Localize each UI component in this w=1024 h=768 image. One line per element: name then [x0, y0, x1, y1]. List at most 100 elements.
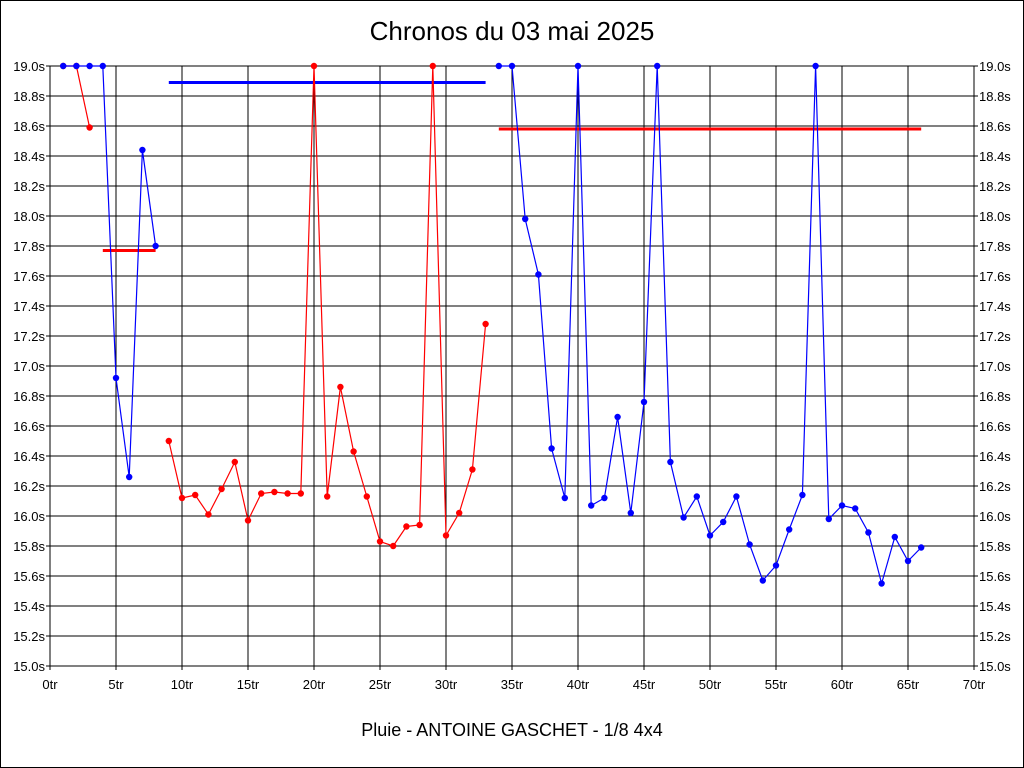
y-tick-label-right: 15.6s — [979, 569, 1011, 584]
data-point — [350, 448, 357, 455]
data-point — [99, 62, 107, 70]
x-tick-label: 45tr — [633, 677, 656, 692]
data-point — [258, 490, 265, 497]
y-tick-label-left: 15.4s — [13, 599, 45, 614]
y-tick-label-left: 18.6s — [13, 119, 45, 134]
data-point — [601, 494, 608, 502]
y-tick-label-left: 16.4s — [13, 449, 45, 464]
y-tick-label-right: 17.8s — [979, 239, 1011, 254]
chart-grid — [46, 65, 978, 670]
data-point — [112, 374, 120, 382]
data-point — [86, 124, 93, 131]
data-point — [152, 242, 159, 250]
x-tick-label: 50tr — [699, 677, 722, 692]
x-tick-label: 25tr — [369, 677, 392, 692]
y-tick-label-left: 17.0s — [13, 359, 45, 374]
data-point — [495, 62, 502, 70]
y-tick-label-left: 19.0s — [13, 59, 45, 74]
data-point — [231, 458, 238, 466]
x-tick-label: 35tr — [501, 677, 524, 692]
y-tick-label-left: 18.2s — [13, 179, 45, 194]
data-point — [403, 523, 410, 530]
y-tick-label-right: 15.2s — [979, 629, 1011, 644]
data-point — [825, 515, 832, 523]
y-tick-label-left: 17.6s — [13, 269, 45, 284]
data-point — [878, 580, 885, 587]
data-point — [720, 518, 727, 526]
data-point — [799, 491, 806, 499]
y-tick-label-right: 15.8s — [979, 539, 1011, 554]
y-tick-label-left: 15.6s — [13, 569, 45, 584]
data-point — [508, 62, 516, 70]
data-point — [548, 445, 555, 452]
data-point — [918, 544, 925, 551]
y-tick-label-right: 18.6s — [979, 119, 1011, 134]
data-point — [574, 62, 582, 70]
y-tick-label-left: 17.4s — [13, 299, 45, 314]
data-point — [588, 502, 595, 509]
y-tick-label-left: 16.2s — [13, 479, 45, 494]
data-point — [337, 383, 344, 391]
data-point — [706, 532, 714, 539]
data-point — [627, 509, 634, 517]
tick-labels: 15.0s 15.0s 15.2s 15.2s 15.4s 15.4s 15.6s 15.6s… — [13, 59, 1011, 692]
y-tick-label-left: 17.2s — [13, 329, 45, 344]
data-point — [139, 146, 146, 154]
data-point — [456, 509, 463, 517]
data-point — [904, 557, 912, 565]
data-point — [838, 502, 846, 509]
series-line — [63, 65, 91, 128]
data-point — [535, 271, 542, 278]
data-point — [759, 577, 766, 584]
x-tick-label: 55tr — [765, 677, 788, 692]
data-point — [416, 521, 423, 529]
y-tick-label-right: 17.6s — [979, 269, 1011, 284]
y-tick-label-right: 17.2s — [979, 329, 1011, 344]
y-tick-label-left: 16.8s — [13, 389, 45, 404]
x-tick-label: 5tr — [108, 677, 124, 692]
y-tick-label-left: 15.2s — [13, 629, 45, 644]
x-tick-label: 30tr — [435, 677, 458, 692]
data-point — [297, 490, 304, 497]
data-point — [733, 493, 740, 500]
data-point — [482, 320, 489, 328]
data-point — [746, 541, 753, 548]
y-tick-label-right: 15.4s — [979, 599, 1011, 614]
y-tick-label-right: 18.0s — [979, 209, 1011, 224]
y-tick-label-right: 17.0s — [979, 359, 1011, 374]
data-point — [680, 514, 687, 521]
data-point — [522, 215, 529, 223]
data-point — [891, 533, 898, 541]
data-point — [786, 526, 793, 533]
x-tick-label: 0tr — [42, 677, 58, 692]
x-tick-label: 40tr — [567, 677, 590, 692]
data-point — [852, 505, 859, 512]
data-point — [693, 493, 700, 500]
data-point — [363, 493, 370, 500]
data-point — [429, 62, 436, 70]
data-point — [772, 562, 780, 569]
x-tick-label: 70tr — [963, 677, 986, 692]
x-tick-label: 10tr — [171, 677, 194, 692]
y-tick-label-right: 16.4s — [979, 449, 1011, 464]
y-tick-label-right: 18.4s — [979, 149, 1011, 164]
data-point — [614, 413, 621, 421]
data-point — [60, 62, 67, 70]
data-point — [218, 485, 225, 493]
data-point — [244, 517, 252, 524]
y-tick-label-right: 16.6s — [979, 419, 1011, 434]
data-point — [310, 62, 318, 70]
data-point — [654, 62, 661, 70]
data-point — [178, 494, 186, 502]
x-tick-label: 65tr — [897, 677, 920, 692]
data-point — [324, 493, 331, 500]
chart-title: Chronos du 03 mai 2025 — [369, 16, 655, 46]
x-tick-label: 20tr — [303, 677, 326, 692]
data-point — [442, 532, 450, 539]
data-point — [165, 437, 172, 445]
data-point — [667, 458, 674, 466]
series-line — [63, 65, 157, 478]
y-tick-label-right: 19.0s — [979, 59, 1011, 74]
y-tick-label-right: 16.0s — [979, 509, 1011, 524]
